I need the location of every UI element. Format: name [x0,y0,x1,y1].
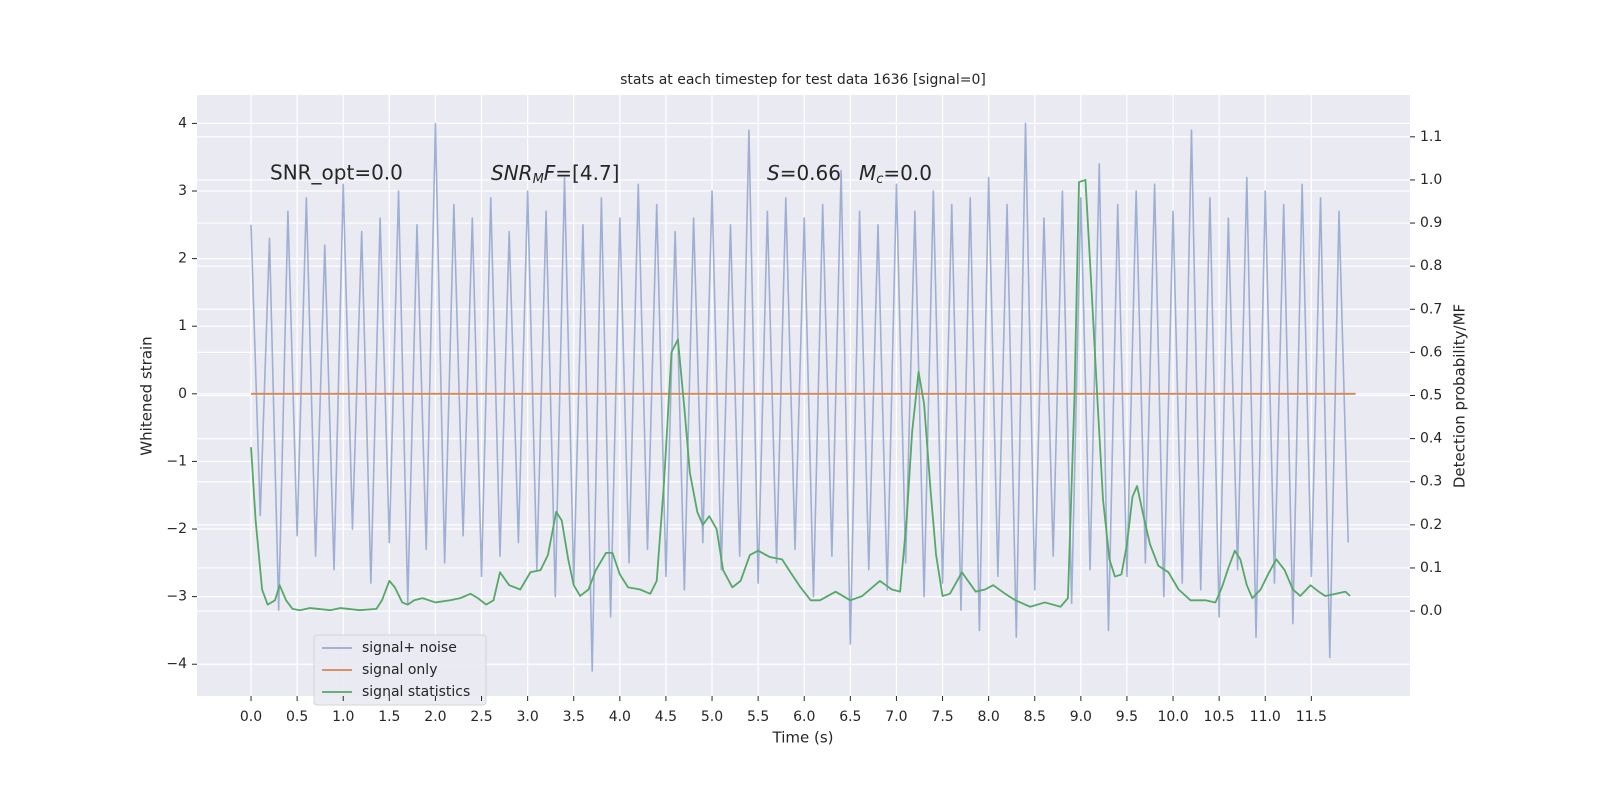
annotation-part: S [767,161,780,185]
x-tick-label: 5.5 [747,709,769,725]
y2-tick-label: 0.9 [1420,215,1442,231]
series-line [250,179,1351,612]
y2-tick-label: 0.7 [1420,301,1442,317]
y2-tick-label: 0.2 [1420,517,1442,533]
x-tick-label: 0.5 [286,709,308,725]
x-tick-label: 9.0 [1070,709,1092,725]
y2-axis-label: Detection probability/MF [1451,304,1469,488]
x-tick-label: 10.5 [1204,709,1235,725]
annotation: SNRMF=[4.7] [491,161,619,187]
y2-tick-label: 1.0 [1420,172,1442,188]
annotation-part: M [533,172,544,187]
series [250,122,1356,672]
chart-title: stats at each timestep for test data 163… [620,72,986,88]
y2-tick-label: 0.8 [1420,258,1442,274]
y-tick-label: −1 [166,453,187,469]
y-tick-label: 1 [178,318,187,334]
x-tick-label: 11.5 [1296,709,1327,725]
y-tick-label: 0 [178,386,187,402]
y2-tick-label: 0.3 [1420,474,1442,490]
x-tick-label: 8.0 [978,709,1000,725]
annotation-part: =0.0 [883,161,932,185]
x-tick-label: 5.0 [701,709,723,725]
annotation-part: SNR [491,161,533,185]
y-tick-label: 4 [178,115,187,131]
legend-label: signal only [362,662,437,678]
x-tick-label: 4.0 [609,709,631,725]
y2-tick-label: 0.5 [1420,388,1442,404]
x-tick-label: 8.5 [1024,709,1046,725]
y2-tick-label: 0.6 [1420,344,1442,360]
legend: signal+ noise signal only signal statistic… [313,634,487,706]
x-tick-label: 7.5 [931,709,953,725]
x-tick-label: 6.5 [839,709,861,725]
x-tick-label: 7.0 [885,709,907,725]
x-tick-label: 10.0 [1157,709,1188,725]
legend-label: signal statistics [362,684,470,700]
y-tick-label: −2 [166,521,187,537]
annotation-part: M [859,161,876,185]
legend-box [313,634,487,706]
legend-label: signal+ noise [362,640,457,656]
series-line [250,122,1350,672]
y2-tick-label: 0.0 [1420,603,1442,619]
x-tick-label: 1.0 [332,709,354,725]
annotation-part: =0.66 [780,161,841,185]
x-tick-label: 6.0 [793,709,815,725]
annotation-part: F [544,161,556,185]
y-tick-label: −3 [166,589,187,605]
annotation-part: =[4.7] [555,161,619,185]
annotation-part: c [876,172,883,187]
x-tick-label: 4.5 [655,709,677,725]
x-axis-label: Time (s) [772,729,834,747]
x-tick-label: 2.5 [470,709,492,725]
y-tick-label: 2 [178,251,187,267]
y-tick-label: 3 [178,183,187,199]
x-tick-label: 9.5 [1116,709,1138,725]
x-tick-label: 3.5 [563,709,585,725]
x-tick-label: 3.0 [517,709,539,725]
y2-tick-label: 0.1 [1420,560,1442,576]
x-tick-label: 1.5 [378,709,400,725]
annotation: SNR_opt=0.0 [270,161,403,185]
y-axis-label: Whitened strain [138,336,156,455]
y2-tick-label: 0.4 [1420,431,1442,447]
annotation: S=0.66 [767,161,841,185]
y-tick-label: −4 [166,656,187,672]
x-tick-label: 11.0 [1250,709,1281,725]
x-tick-label: 2.0 [424,709,446,725]
annotation: Mc=0.0 [859,161,932,187]
y2-tick-label: 1.1 [1420,129,1442,145]
x-tick-label: 0.0 [240,709,262,725]
